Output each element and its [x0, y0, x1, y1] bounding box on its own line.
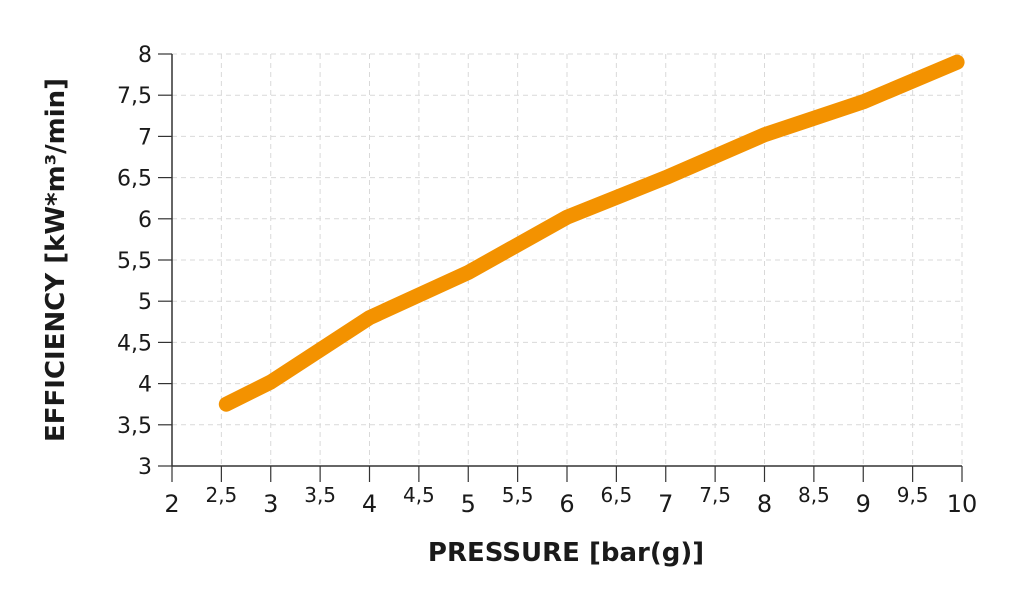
x-tick-label: 2,5	[205, 483, 237, 507]
x-tick-label: 8	[757, 490, 772, 518]
x-tick-label: 10	[947, 490, 978, 518]
x-tick-label: 9,5	[897, 483, 929, 507]
series-line	[218, 54, 965, 412]
x-tick-label: 2	[164, 490, 179, 518]
axes	[158, 53, 963, 482]
x-tick-label: 3	[263, 490, 278, 518]
x-tick-label: 4,5	[403, 483, 435, 507]
y-tick-label: 4	[138, 373, 152, 398]
x-tick-label: 4	[362, 490, 377, 518]
y-tick-label: 5,5	[117, 249, 152, 274]
grid	[172, 53, 963, 466]
y-axis-title: EFFICIENCY [kW*m³/min]	[41, 78, 71, 442]
x-tick-label: 3,5	[304, 483, 336, 507]
x-tick-label: 5	[461, 490, 476, 518]
x-tick-labels: 2 2,5 3 3,5 4 4,5 5 5,5 6 6,5 7 7,5 8 8,5 9 9,5 10	[164, 483, 977, 518]
series	[218, 54, 965, 412]
x-tick-label: 8,5	[798, 483, 830, 507]
y-tick-label: 7	[138, 125, 152, 150]
y-tick-label: 7,5	[117, 84, 152, 109]
x-tick-label: 6,5	[600, 483, 632, 507]
x-tick-label: 7	[658, 490, 673, 518]
y-tick-label: 6,5	[117, 167, 152, 192]
y-tick-label: 8	[138, 43, 152, 68]
x-axis-title: PRESSURE [bar(g)]	[428, 538, 704, 568]
y-tick-label: 3,5	[117, 414, 152, 439]
y-tick-label: 4,5	[117, 331, 152, 356]
x-tick-label: 5,5	[502, 483, 534, 507]
y-tick-label: 5	[138, 290, 152, 315]
y-tick-label: 6	[138, 208, 152, 233]
x-tick-label: 9	[856, 490, 871, 518]
x-tick-label: 6	[559, 490, 574, 518]
y-tick-label: 3	[138, 455, 152, 480]
x-tick-label: 7,5	[699, 483, 731, 507]
y-tick-labels: 3 3,5 4 4,5 5 5,5 6 6,5 7 7,5 8	[117, 43, 152, 480]
